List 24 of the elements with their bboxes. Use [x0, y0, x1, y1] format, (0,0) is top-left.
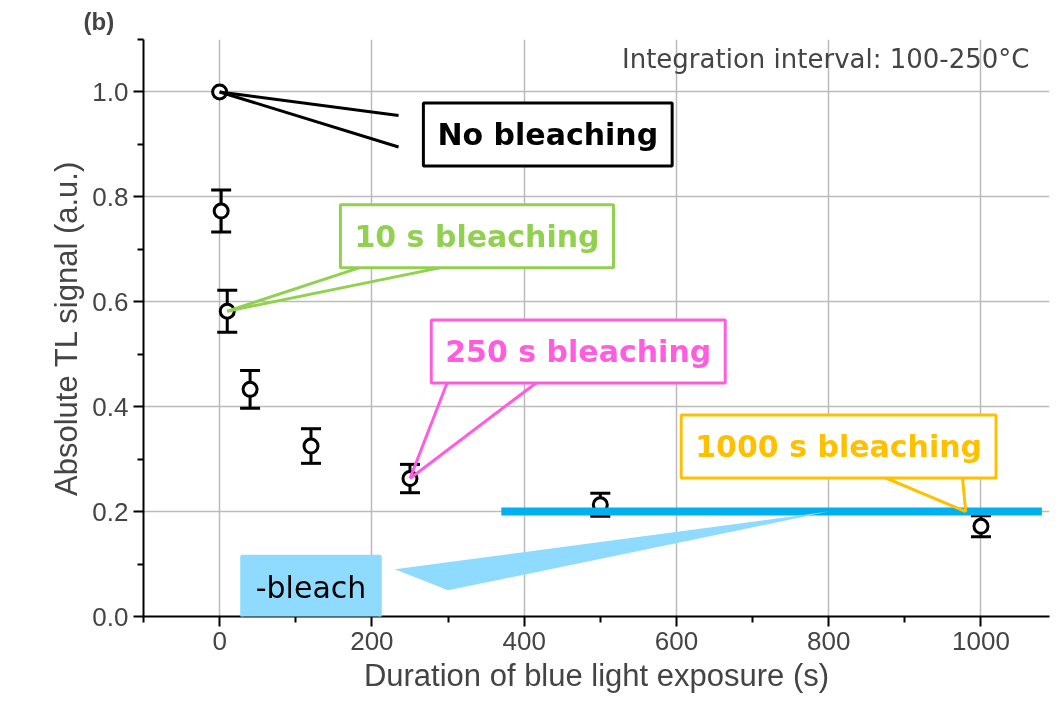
x-tick-label: 400 [502, 625, 546, 656]
y-tick-label: 0.0 [92, 601, 129, 632]
x-tick-label: 200 [350, 625, 394, 656]
annotation: 1000 s bleaching [695, 429, 983, 465]
point [212, 202, 230, 220]
point [302, 437, 320, 455]
annotation: 250 s bleaching [445, 334, 712, 370]
y-tick-label: 0.8 [92, 181, 129, 212]
y-tick-label: 1.0 [92, 76, 129, 107]
annotation: -bleach [255, 570, 367, 606]
x-tick-label: 1000 [952, 625, 1010, 656]
x-tick-label: 600 [654, 625, 699, 656]
x-axis-title: Duration of blue light exposure (s) [363, 657, 830, 693]
annotation: 10 s bleaching [354, 218, 600, 254]
x-tick-label: 0 [212, 625, 227, 656]
annotation: No bleaching [437, 116, 659, 152]
chart-title: (b) [83, 7, 115, 35]
annotation: Integration interval: 100-250°C [622, 43, 1030, 74]
y-tick-label: 0.4 [92, 391, 129, 422]
point [241, 380, 259, 398]
y-tick-label: 0.6 [92, 286, 129, 317]
y-tick-label: 0.2 [92, 496, 129, 527]
y-axis-title: Absolute TL signal (a.u.) [49, 161, 85, 496]
x-tick-label: 800 [807, 625, 851, 656]
